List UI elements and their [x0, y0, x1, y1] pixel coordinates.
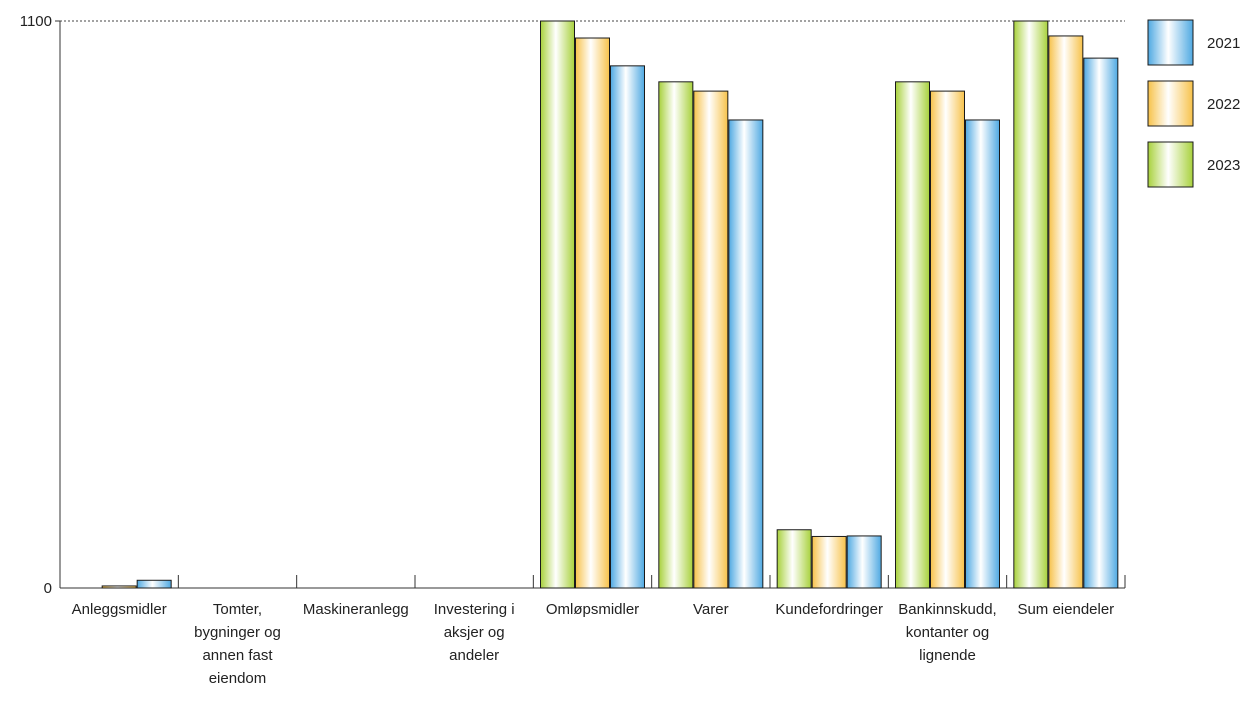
bar-2022-7: [931, 91, 965, 588]
legend-swatch-2023: [1148, 142, 1193, 187]
bars: [102, 21, 1118, 588]
category-label: Varer: [693, 601, 729, 618]
bar-2023-4: [541, 21, 575, 588]
tick-labels: 0 1100: [20, 13, 52, 597]
bar-2021-7: [966, 120, 1000, 588]
legend-swatch-2022: [1148, 81, 1193, 126]
bar-2021-0: [137, 580, 171, 588]
category-label: Omløpsmidler: [546, 601, 639, 618]
category-label: Kundefordringer: [775, 601, 883, 618]
bar-2021-5: [729, 120, 763, 588]
bar-2022-4: [576, 38, 610, 588]
legend-swatch-2021: [1148, 20, 1193, 65]
bar-2023-6: [777, 530, 811, 588]
bar-2022-8: [1049, 36, 1083, 588]
y-tick-label: 1100: [20, 13, 52, 30]
category-label: Tomter, bygninger og annen fast eiendom: [194, 601, 281, 687]
category-label: Investering i aksjer og andeler: [434, 601, 515, 664]
legend: 2021 2022 2023: [1148, 20, 1240, 187]
category-label: Bankinnskudd, kontanter og lignende: [898, 601, 996, 664]
bar-2021-4: [611, 66, 645, 588]
bar-2023-7: [896, 82, 930, 588]
bar-2023-5: [659, 82, 693, 588]
bar-2021-6: [847, 536, 881, 588]
legend-label-2022: 2022: [1207, 96, 1240, 113]
y-tick-label: 0: [44, 580, 52, 597]
category-labels: Anleggsmidler Tomter, bygninger og annen fa…: [72, 601, 1115, 687]
bar-2022-6: [812, 536, 846, 588]
category-label: Sum eiendeler: [1017, 601, 1114, 618]
category-label: Maskineranlegg: [303, 601, 409, 618]
legend-label-2023: 2023: [1207, 157, 1240, 174]
bar-2022-0: [102, 586, 136, 588]
bar-2021-8: [1084, 58, 1118, 588]
category-label: Anleggsmidler: [72, 601, 167, 618]
bar-2023-8: [1014, 21, 1048, 588]
legend-label-2021: 2021: [1207, 35, 1240, 52]
bar-2022-5: [694, 91, 728, 588]
